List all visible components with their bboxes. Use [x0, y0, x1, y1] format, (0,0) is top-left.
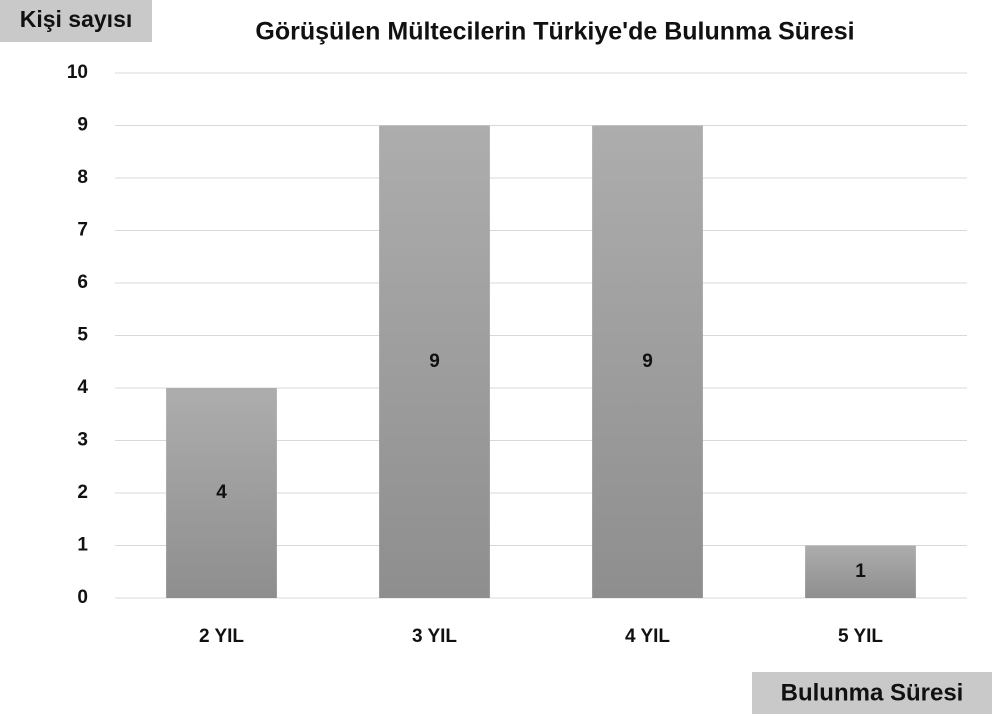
y-tick-label: 4	[77, 377, 88, 398]
y-axis-label: Kişi sayısı	[20, 6, 133, 32]
bar	[805, 545, 916, 598]
y-tick-label: 2	[77, 482, 88, 503]
y-tick-label: 6	[77, 272, 88, 293]
y-tick-label: 0	[77, 587, 88, 608]
x-tick-label: 5 YIL	[838, 626, 883, 647]
bar	[166, 388, 277, 598]
y-tick-label: 1	[77, 535, 88, 556]
data-label: 1	[855, 561, 866, 582]
y-label-box	[0, 0, 152, 42]
x-axis-label: Bulunma Süresi	[781, 679, 964, 706]
y-tick-label: 7	[77, 220, 88, 241]
y-tick-label: 3	[77, 430, 88, 451]
data-label: 9	[429, 351, 440, 372]
x-tick-label: 3 YIL	[412, 626, 457, 647]
x-tick-label: 2 YIL	[199, 626, 244, 647]
x-label-box	[752, 672, 992, 714]
bar	[592, 125, 703, 598]
y-tick-label: 9	[77, 115, 88, 136]
x-tick-label: 4 YIL	[625, 626, 670, 647]
data-label: 4	[216, 482, 227, 503]
chart-title: Görüşülen Mültecilerin Türkiye'de Bulunm…	[255, 18, 854, 46]
data-label: 9	[642, 351, 653, 372]
y-tick-label: 10	[67, 62, 88, 83]
y-tick-label: 5	[77, 325, 88, 346]
bar	[379, 125, 490, 598]
y-tick-label: 8	[77, 167, 88, 188]
